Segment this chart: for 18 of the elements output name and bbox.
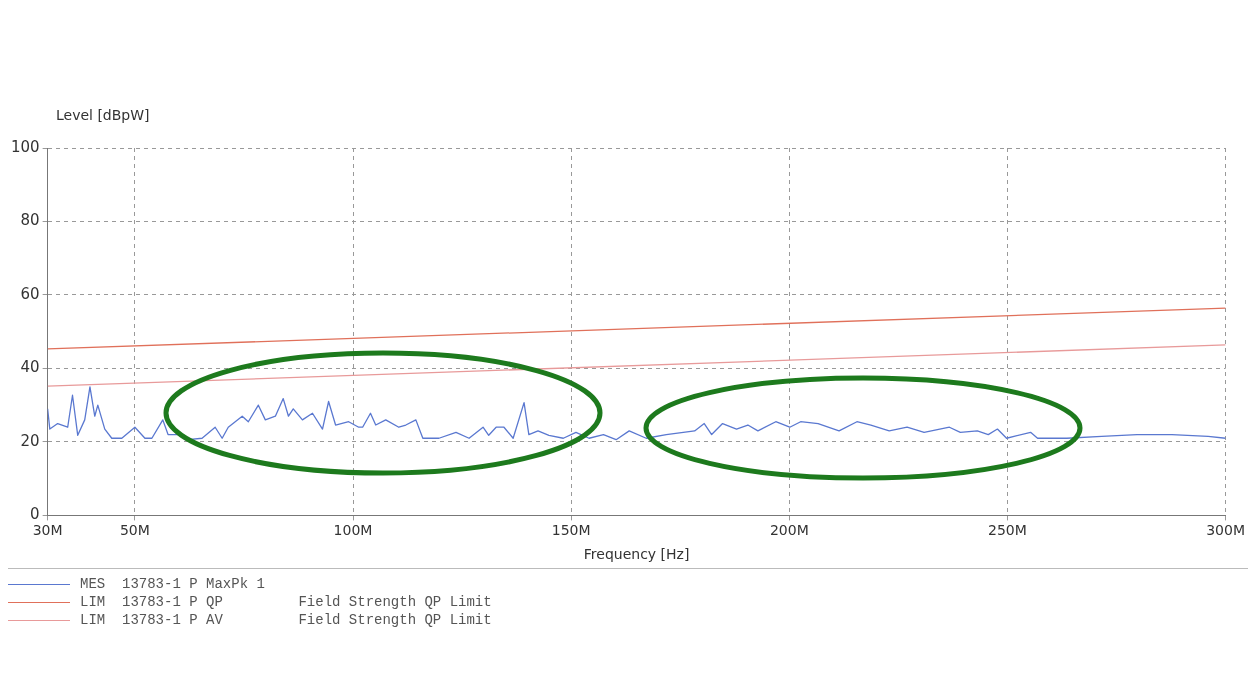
x-axis-title: Frequency [Hz]: [583, 546, 690, 563]
x-tick-label: 50M: [119, 522, 150, 539]
y-tick-label: 80: [20, 211, 40, 230]
y-axis-title: Level [dBpW]: [56, 106, 150, 123]
x-tick-label: 300M: [1206, 522, 1246, 539]
x-tick-label: 150M: [551, 522, 591, 539]
x-tick-label: 100M: [333, 522, 373, 539]
legend-label: MES 13783-1 P MaxPk 1: [80, 576, 265, 592]
y-tick-label: 60: [20, 284, 40, 303]
legend-label: LIM 13783-1 P QP Field Strength QP Limit: [80, 594, 492, 610]
y-tick-label: 40: [20, 358, 40, 377]
y-tick-label: 100: [10, 137, 40, 156]
x-tick-label: 30M: [32, 522, 63, 539]
x-tick-label: 250M: [988, 522, 1027, 539]
y-tick-label: 20: [20, 431, 40, 450]
x-tick-label: 200M: [769, 522, 809, 539]
legend-label: LIM 13783-1 P AV Field Strength QP Limit: [80, 612, 492, 628]
y-tick-label: 0: [30, 505, 40, 524]
